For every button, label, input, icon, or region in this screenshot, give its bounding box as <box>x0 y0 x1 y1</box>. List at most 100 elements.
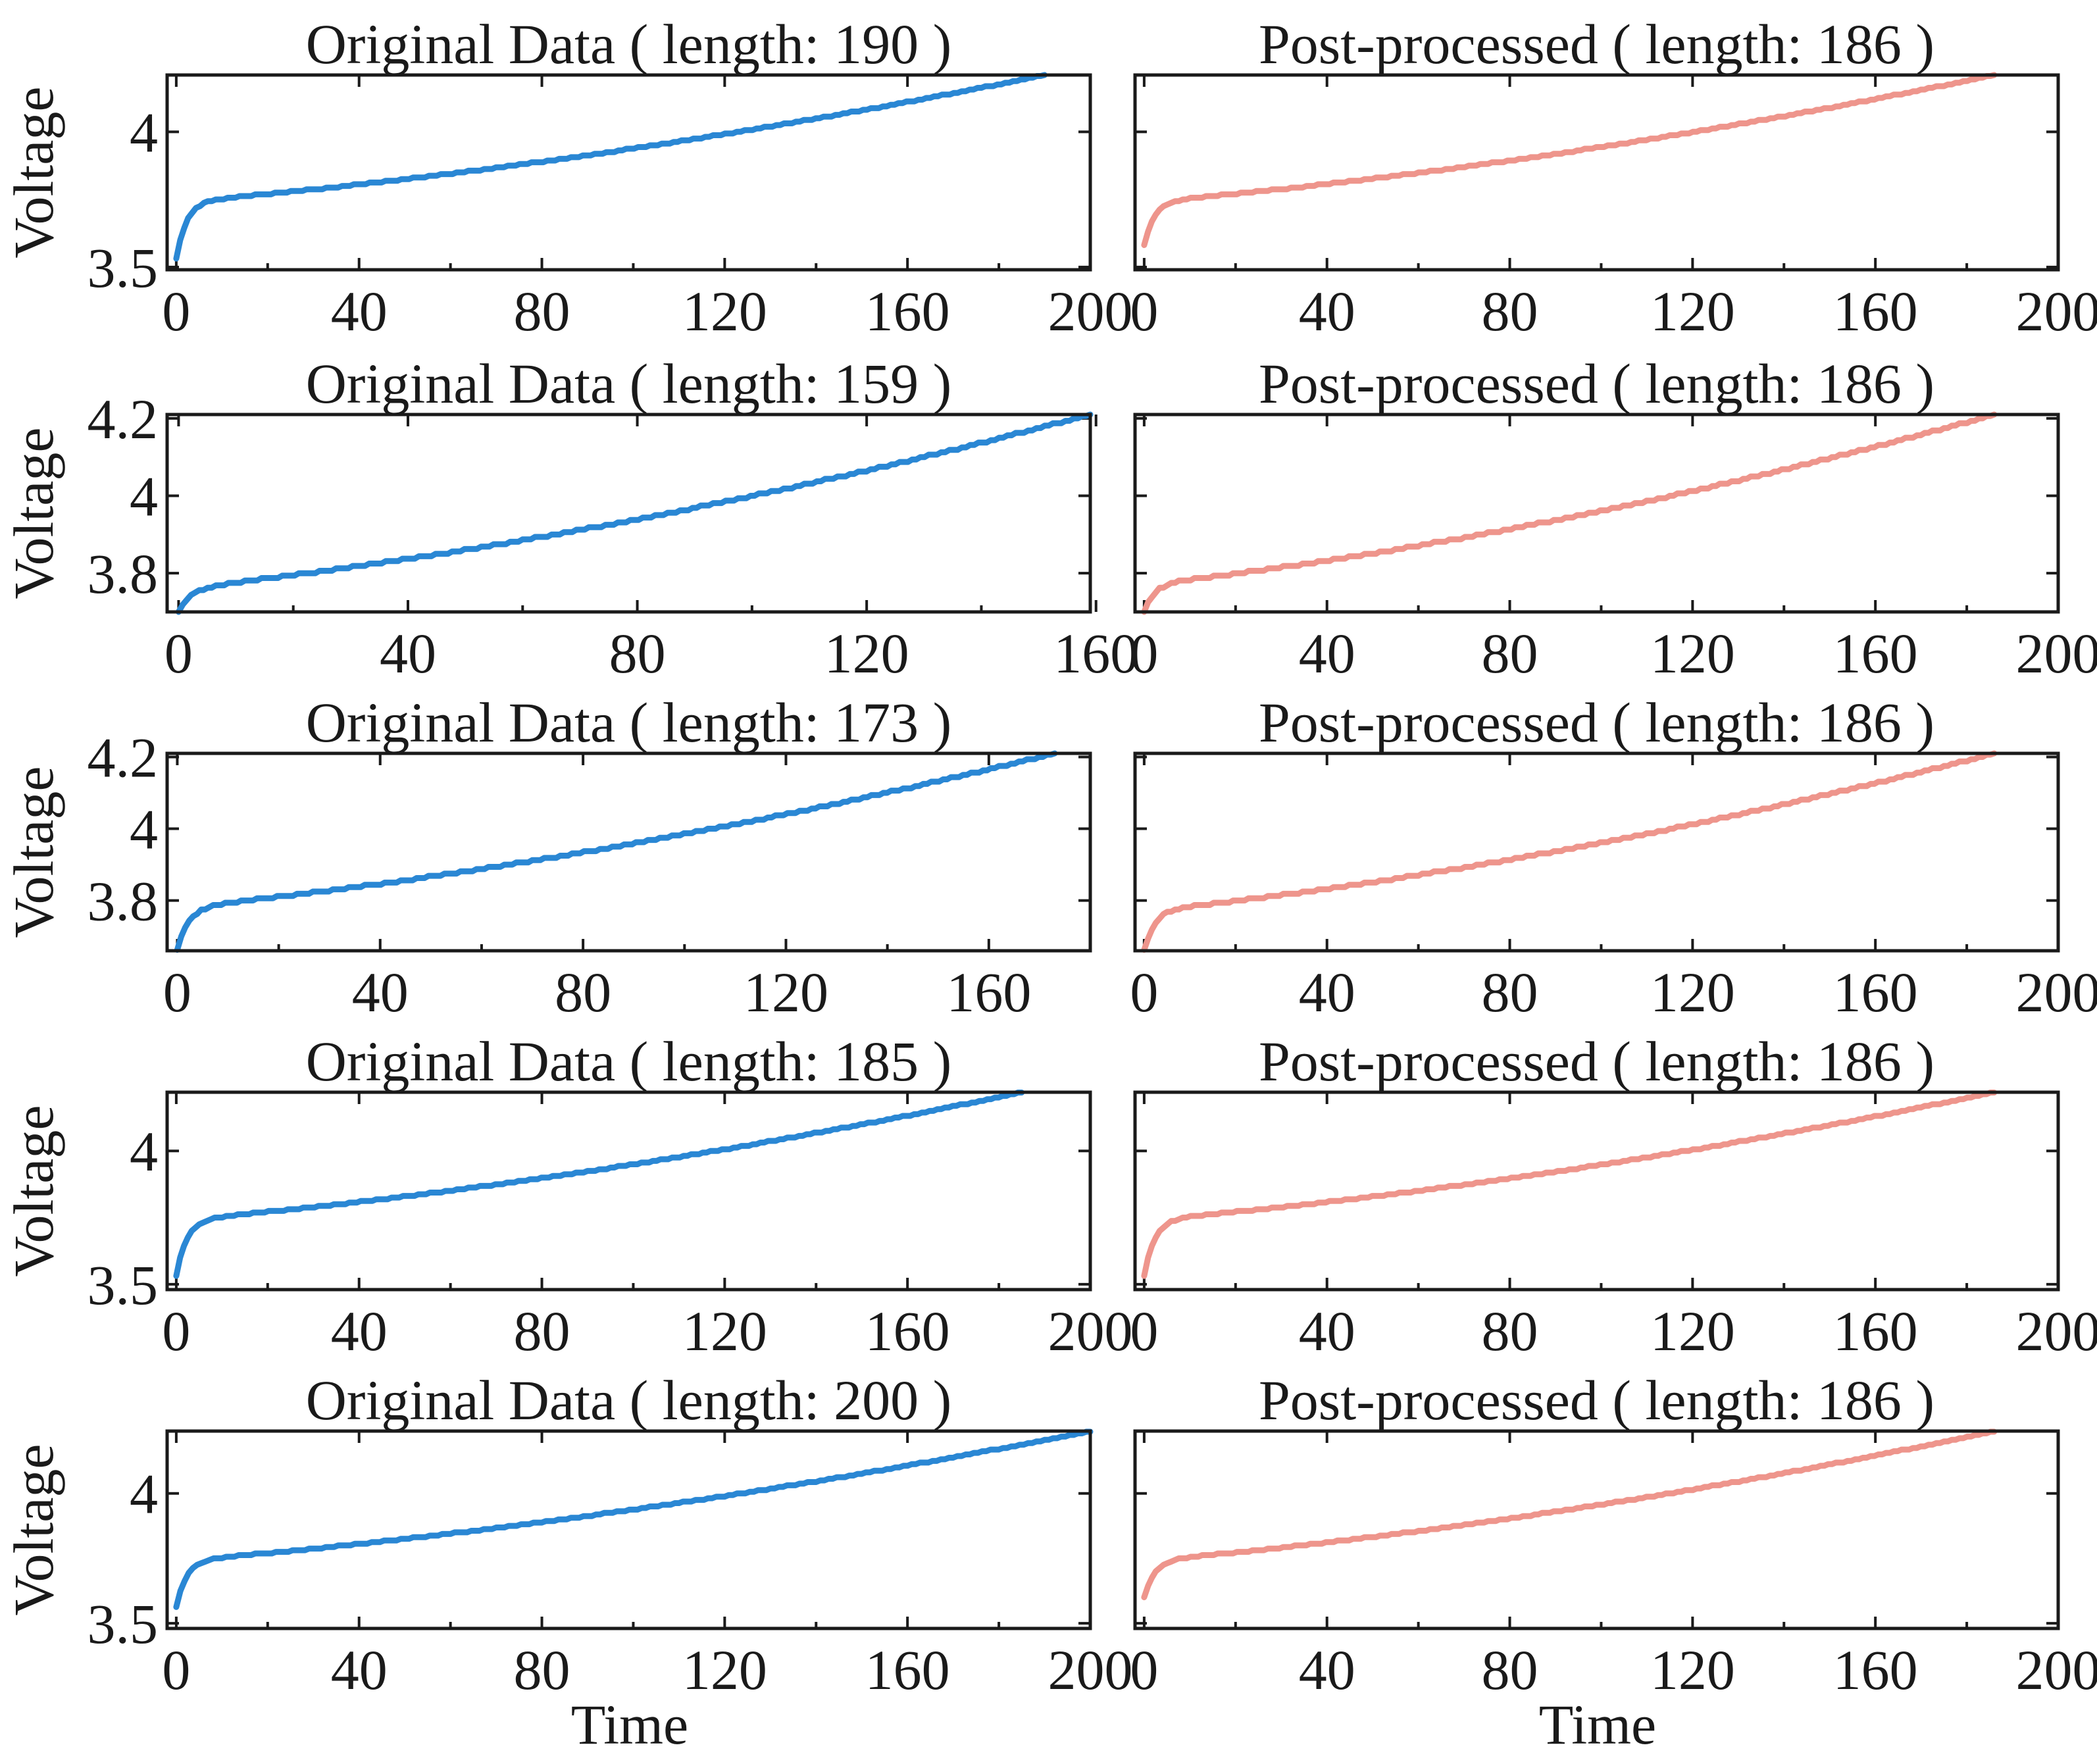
x-tick-label: 40 <box>1299 1299 1355 1363</box>
series-line <box>1141 1428 1998 1601</box>
x-tick-label: 80 <box>514 1638 570 1701</box>
panel-title: Original Data ( length: 159 ) <box>306 352 952 415</box>
x-tick-label: 120 <box>824 622 909 685</box>
y-tick-label: 3.5 <box>88 236 159 299</box>
y-tick-label: 3.8 <box>88 542 159 605</box>
y-axis-label: Voltage <box>2 427 65 599</box>
series-line <box>173 1428 1094 1610</box>
x-tick-label: 80 <box>514 1299 570 1363</box>
panel-4-1: Post-processed ( length: 186 ) 0 40 80 120 16… <box>1130 1369 2097 1701</box>
y-axis-label: Voltage <box>2 766 65 938</box>
x-tick-label: 80 <box>555 961 611 1024</box>
x-tick-label: 120 <box>682 1638 767 1701</box>
x-tick-label: 80 <box>514 280 570 343</box>
x-tick-label: 120 <box>1650 280 1735 343</box>
x-tick-label: 40 <box>331 1638 388 1701</box>
panel-title: Post-processed ( length: 186 ) <box>1259 1369 1934 1432</box>
y-axis-label: Voltage <box>2 1444 65 1615</box>
axes-frame <box>165 73 1092 272</box>
panel-title: Original Data ( length: 173 ) <box>306 691 952 754</box>
axes-frame <box>1133 1429 2060 1630</box>
x-tick-label: 0 <box>162 280 190 343</box>
x-tick-label: 80 <box>1482 961 1538 1024</box>
panel-1-1: Post-processed ( length: 186 ) 0 40 80 120 16… <box>1130 352 2097 685</box>
x-tick-label: 120 <box>1650 622 1735 685</box>
panel-title: Original Data ( length: 185 ) <box>306 1030 952 1093</box>
x-tick-label: 0 <box>163 961 191 1024</box>
axes-frame <box>165 751 1092 953</box>
axes-frame <box>1133 1090 2060 1292</box>
series-line <box>1141 1090 1998 1279</box>
x-tick-label: 80 <box>1482 622 1538 685</box>
axes-frame <box>1133 413 2060 614</box>
x-tick-label: 80 <box>609 622 666 685</box>
y-tick-label: 4 <box>130 1463 158 1526</box>
x-tick-label: 160 <box>1833 622 1918 685</box>
x-tick-label: 200 <box>2016 1638 2097 1701</box>
panel-title: Post-processed ( length: 186 ) <box>1259 691 1934 754</box>
x-tick-label: 160 <box>1833 961 1918 1024</box>
x-tick-label: 200 <box>2016 280 2097 343</box>
x-tick-label: 0 <box>1130 1299 1158 1363</box>
series-line <box>1141 72 1998 248</box>
x-tick-label: 0 <box>1130 961 1158 1024</box>
panel-4-0: Original Data ( length: 200 ) 0 40 80 120 160… <box>2 1369 1133 1701</box>
panel-0-0: Original Data ( length: 190 ) 0 40 80 120 160… <box>2 13 1133 343</box>
panel-3-1: Post-processed ( length: 186 ) 0 40 80 120 16… <box>1130 1030 2097 1363</box>
y-tick-label: 3.5 <box>88 1253 159 1317</box>
x-tick-label: 120 <box>744 961 828 1024</box>
panel-title: Post-processed ( length: 186 ) <box>1259 13 1934 76</box>
x-axis-label-right: Time <box>1539 1693 1656 1756</box>
x-tick-label: 160 <box>1833 280 1918 343</box>
panel-2-1: Post-processed ( length: 186 ) 0 40 80 120 16… <box>1130 691 2097 1024</box>
panel-title: Original Data ( length: 200 ) <box>306 1369 952 1432</box>
x-tick-label: 40 <box>1299 280 1355 343</box>
x-tick-label: 40 <box>1299 622 1355 685</box>
x-tick-label: 200 <box>1048 280 1133 343</box>
axes-frame <box>165 1429 1092 1630</box>
y-tick-label: 4.2 <box>88 726 159 789</box>
series-line <box>1141 750 1998 953</box>
panel-1-0: Original Data ( length: 159 ) 0 40 80 120 160… <box>2 352 1138 685</box>
y-tick-label: 3.8 <box>88 870 159 933</box>
y-tick-label: 4.2 <box>88 388 159 451</box>
x-tick-label: 40 <box>1299 961 1355 1024</box>
y-tick-label: 4 <box>130 1120 158 1183</box>
panel-title: Post-processed ( length: 186 ) <box>1259 1030 1934 1093</box>
x-tick-label: 40 <box>331 1299 388 1363</box>
x-tick-label: 0 <box>162 1638 190 1701</box>
x-tick-label: 160 <box>865 280 950 343</box>
x-tick-label: 0 <box>164 622 193 685</box>
x-tick-label: 120 <box>1650 1638 1735 1701</box>
x-tick-label: 0 <box>1130 622 1158 685</box>
x-tick-label: 200 <box>2016 622 2097 685</box>
x-tick-label: 40 <box>380 622 436 685</box>
x-tick-label: 200 <box>2016 961 2097 1024</box>
x-tick-label: 160 <box>865 1299 950 1363</box>
x-tick-label: 40 <box>352 961 409 1024</box>
x-axis-label-left: Time <box>571 1693 688 1756</box>
series-line <box>173 1090 1025 1279</box>
x-tick-label: 120 <box>682 1299 767 1363</box>
series-line <box>174 750 1058 953</box>
y-axis-label: Voltage <box>2 86 65 258</box>
x-tick-label: 80 <box>1482 1299 1538 1363</box>
x-tick-label: 160 <box>1053 622 1138 685</box>
x-tick-label: 120 <box>1650 961 1735 1024</box>
series-line <box>1141 411 1998 615</box>
x-tick-label: 160 <box>1833 1299 1918 1363</box>
x-tick-label: 0 <box>1130 1638 1158 1701</box>
series-line <box>173 72 1048 262</box>
x-tick-label: 200 <box>2016 1299 2097 1363</box>
panel-0-1: Post-processed ( length: 186 ) 0 40 80 120 16… <box>1130 13 2097 343</box>
panels: Original Data ( length: 190 )0 40 80 120 160… <box>2 13 2097 1701</box>
panel-2-0: Original Data ( length: 173 ) 0 40 80 120 160… <box>2 691 1092 1024</box>
x-tick-label: 0 <box>1130 280 1158 343</box>
axes-frame <box>1133 751 2060 953</box>
x-tick-label: 80 <box>1482 1638 1538 1701</box>
x-tick-label: 0 <box>162 1299 190 1363</box>
axes-frame <box>1133 73 2060 272</box>
x-tick-label: 160 <box>946 961 1031 1024</box>
x-tick-label: 120 <box>682 280 767 343</box>
